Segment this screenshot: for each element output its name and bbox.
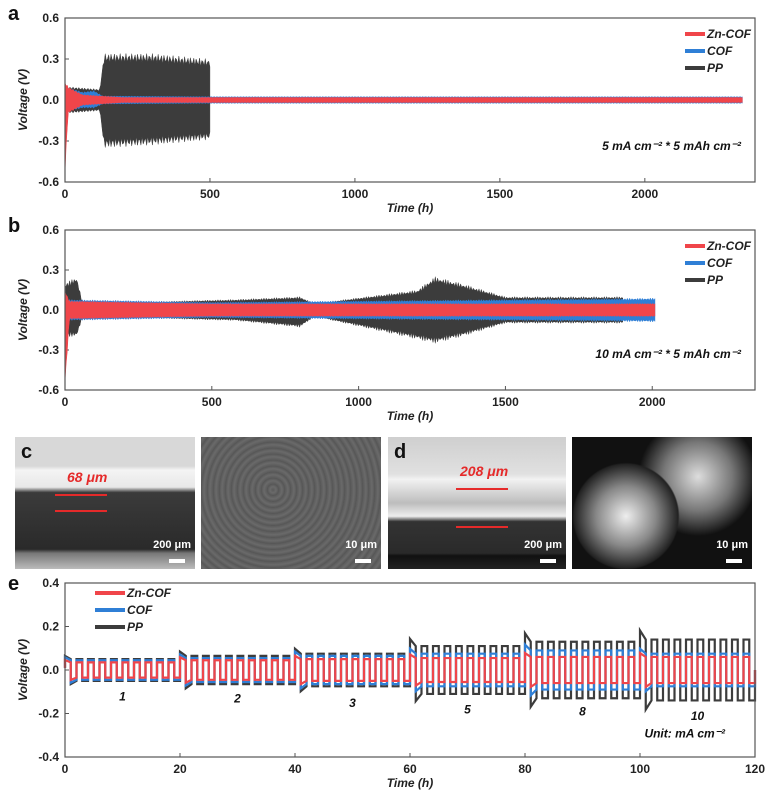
legend-label-COF: COF [127, 603, 153, 617]
y-tick-label: -0.6 [38, 383, 59, 397]
chart-a: a 0.6 0.3 0.0 -0.3 -0.60 500 1000 1500 2000 Time (… [8, 3, 756, 215]
y-tick-label: -0.4 [38, 750, 59, 764]
x-tick-label: 0 [62, 762, 69, 776]
x-tick-label: 20 [173, 762, 187, 776]
current-density-label: 2 [233, 692, 241, 706]
legend-label-Zn-COF: Zn-COF [126, 586, 172, 600]
x-tick-label: 1000 [342, 187, 369, 201]
x-axis-label: Time (h) [387, 409, 433, 423]
scale-bar-label: 10 μm [345, 539, 377, 551]
plot-frame [64, 582, 756, 758]
scale-bar-label: 10 μm [716, 539, 748, 551]
panel-label-e: e [8, 573, 19, 595]
y-tick-label: 0.6 [42, 223, 59, 237]
legend-label-PP: PP [127, 620, 144, 634]
x-tick-label: 1500 [492, 395, 519, 409]
x-tick-label: 0 [62, 395, 69, 409]
x-tick-label: 500 [202, 395, 222, 409]
sem-d-surface: 10 μm [572, 437, 752, 569]
y-axis-label: Voltage (V) [16, 69, 30, 131]
x-axis-label: Time (h) [387, 776, 433, 790]
x-tick-label: 500 [200, 187, 220, 201]
y-tick-label: -0.3 [38, 343, 59, 357]
x-tick-label: 120 [745, 762, 765, 776]
x-tick-label: 100 [630, 762, 650, 776]
legend-label-COF: COF [707, 44, 733, 58]
panel-label-a: a [8, 3, 20, 25]
y-tick-label: -0.3 [38, 134, 59, 148]
x-tick-label: 2000 [631, 187, 658, 201]
thickness-label-d: 208 μm [460, 463, 509, 479]
scale-bar [540, 559, 556, 563]
scale-bar-label: 200 μm [524, 539, 562, 551]
sem-d-cross-section: d 208 μm 200 μm [388, 437, 566, 569]
thickness-label-c: 68 μm [67, 469, 108, 485]
x-tick-label: 40 [288, 762, 302, 776]
legend-label-Zn-COF: Zn-COF [706, 239, 752, 253]
y-tick-label: 0.3 [42, 263, 59, 277]
thickness-marker-c [55, 494, 107, 512]
plot-frame [64, 17, 756, 183]
scale-bar [726, 559, 742, 563]
current-density-label: 8 [579, 705, 586, 719]
scale-bar [169, 559, 185, 563]
chart-e: e 0.4 0.2 0.0 -0.2 -0.40 20 40 60 80 100 120 Time (h… [8, 573, 765, 790]
y-tick-label: -0.6 [38, 175, 59, 189]
current-density-label: 3 [349, 696, 356, 710]
x-axis-label: Time (h) [387, 201, 433, 215]
legend-label-COF: COF [707, 256, 733, 270]
legend-label-Zn-COF: Zn-COF [706, 27, 752, 41]
legend-label-PP: PP [707, 61, 724, 75]
panel-label-c: c [21, 441, 33, 463]
y-tick-label: 0.2 [42, 620, 59, 634]
x-tick-label: 1500 [487, 187, 514, 201]
unit-annotation: Unit: mA cm⁻² [644, 726, 726, 740]
y-tick-label: 0.4 [42, 576, 59, 590]
legend-label-PP: PP [707, 273, 724, 287]
x-tick-label: 1000 [345, 395, 372, 409]
y-tick-label: 0.0 [42, 303, 59, 317]
y-tick-label: 0.6 [42, 11, 59, 25]
thickness-marker-d [456, 488, 508, 528]
x-tick-label: 2000 [639, 395, 666, 409]
y-tick-label: 0.0 [42, 663, 59, 677]
panel-label-d: d [394, 441, 407, 463]
x-tick-label: 60 [403, 762, 417, 776]
chart-b: b 0.6 0.3 0.0 -0.3 -0.60 500 1000 1500 2000 Time (… [8, 215, 756, 423]
current-density-label: 10 [691, 709, 705, 723]
y-axis-label: Voltage (V) [16, 279, 30, 341]
plot-frame [64, 229, 756, 391]
current-density-label: 5 [464, 703, 471, 717]
y-tick-label: 0.0 [42, 93, 59, 107]
y-tick-label: -0.2 [38, 707, 59, 721]
scale-bar [355, 559, 371, 563]
condition-annotation: 5 mA cm⁻² * 5 mAh cm⁻² [602, 139, 742, 153]
series-Zn-COF [64, 82, 743, 174]
sem-c-cross-section: c 68 μm 200 μm [15, 437, 195, 569]
condition-annotation: 10 mA cm⁻² * 5 mAh cm⁻² [595, 347, 742, 361]
x-tick-label: 0 [62, 187, 69, 201]
current-density-label: 1 [119, 689, 126, 703]
x-tick-label: 80 [518, 762, 532, 776]
series-Zn-COF [63, 650, 757, 690]
scale-bar-label: 200 μm [153, 539, 191, 551]
series-Zn-COF [64, 291, 656, 383]
y-tick-label: 0.3 [42, 52, 59, 66]
y-axis-label: Voltage (V) [16, 639, 30, 701]
panel-label-b: b [8, 215, 20, 237]
sem-c-surface: 10 μm [201, 437, 381, 569]
